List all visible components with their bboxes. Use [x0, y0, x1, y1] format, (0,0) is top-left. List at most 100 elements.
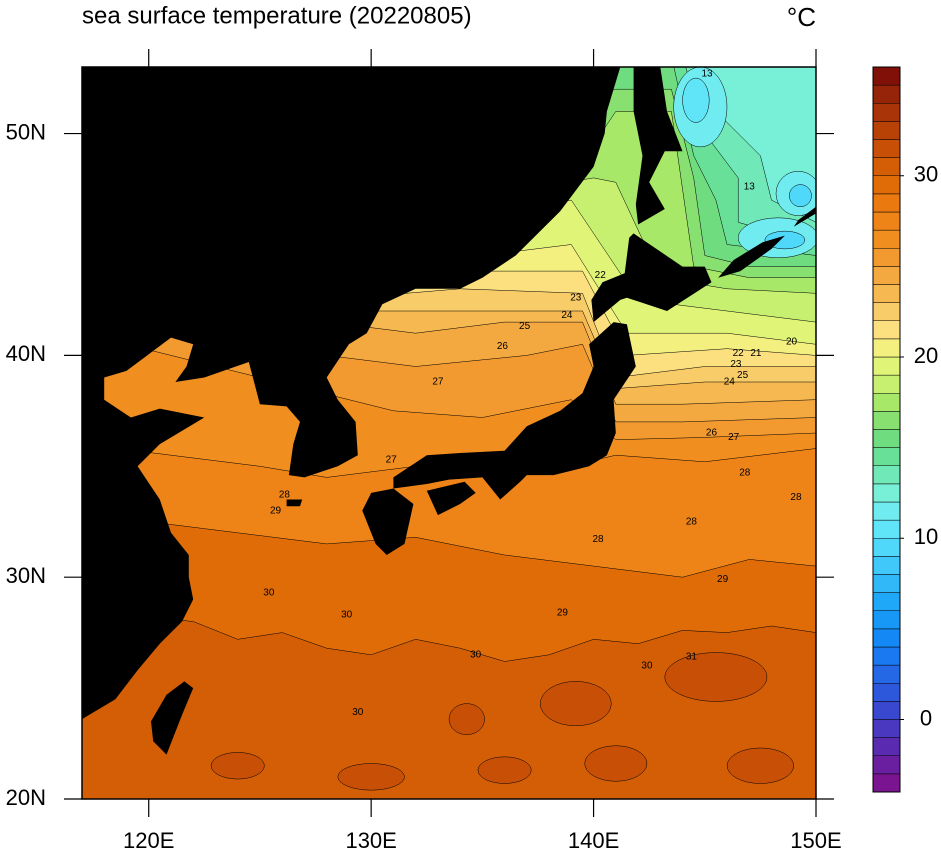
- contour-label: 29: [557, 607, 569, 618]
- color-band: [872, 465, 901, 485]
- color-band: [872, 248, 901, 267]
- contour-label: 24: [561, 310, 573, 321]
- y-tick-label: 30N: [6, 563, 46, 588]
- color-band: [872, 103, 901, 122]
- color-band: [872, 121, 901, 140]
- color-band: [872, 193, 901, 213]
- contour-label: 28: [790, 492, 802, 503]
- color-band: [872, 574, 901, 593]
- contour-label: 23: [730, 359, 742, 370]
- color-band: [872, 519, 901, 539]
- color-band: [872, 483, 901, 503]
- color-band: [872, 646, 901, 666]
- color-band: [872, 664, 901, 684]
- cold-patch: [682, 77, 710, 123]
- color-band: [872, 701, 901, 720]
- warm-patch: [540, 681, 612, 727]
- color-band: [872, 393, 901, 412]
- contour-label: 26: [497, 341, 509, 352]
- color-band: [872, 175, 901, 195]
- y-tick-label: 20N: [6, 785, 46, 810]
- color-band: [872, 211, 901, 231]
- color-band: [872, 592, 901, 611]
- color-band: [872, 683, 901, 702]
- contour-label: 23: [570, 292, 582, 303]
- color-band: [872, 84, 901, 104]
- contour-label: 30: [263, 587, 275, 598]
- land: [591, 233, 712, 323]
- color-band: [872, 356, 901, 376]
- contour-label: 25: [737, 370, 749, 381]
- color-band: [872, 556, 901, 575]
- chart-title: sea surface temperature (20220805): [82, 2, 472, 29]
- map-frame: [81, 66, 817, 800]
- x-tick-label: 140E: [568, 828, 619, 853]
- land: [82, 67, 621, 720]
- color-band: [872, 538, 901, 557]
- color-band: [872, 719, 901, 738]
- contour-label: 31: [686, 652, 698, 663]
- land: [718, 235, 785, 278]
- map: 2223242526272728292829293030303031302828…: [82, 67, 816, 799]
- contour-label: 20: [786, 337, 798, 348]
- contour-label: 30: [341, 610, 353, 621]
- contour-label: 13: [701, 68, 713, 79]
- color-band: [872, 157, 901, 176]
- color-band: [872, 302, 901, 321]
- contour-label: 27: [386, 454, 398, 465]
- color-band: [872, 266, 901, 285]
- color-band: [872, 320, 901, 340]
- color-band: [872, 610, 901, 630]
- contour-label: 22: [733, 348, 745, 359]
- warm-patch: [210, 752, 265, 780]
- y-tick-label: 50N: [6, 119, 46, 144]
- colorbar-label: 20: [914, 343, 938, 368]
- contour-label: 21: [750, 348, 762, 359]
- x-tick-label: 120E: [123, 828, 174, 853]
- land: [426, 481, 476, 516]
- contour-label: 29: [717, 574, 729, 585]
- contour-label: 29: [270, 505, 282, 516]
- contour-label: 30: [641, 661, 653, 672]
- contour-label: 28: [686, 516, 698, 527]
- color-band: [872, 338, 901, 358]
- color-band: [872, 755, 901, 775]
- contour-label: 27: [728, 432, 740, 443]
- warm-patch: [726, 747, 794, 784]
- colorbar-label: 0: [920, 705, 932, 730]
- color-band: [872, 374, 901, 394]
- color-band: [872, 66, 901, 86]
- color-band: [872, 447, 901, 466]
- contour-label: 28: [739, 468, 751, 479]
- contour-label: 24: [724, 377, 736, 388]
- land: [362, 488, 414, 555]
- color-band: [872, 284, 901, 303]
- cold-patch: [789, 184, 812, 208]
- contour-label: 22: [595, 270, 607, 281]
- land: [393, 322, 636, 500]
- color-band: [872, 429, 901, 448]
- land: [793, 206, 816, 227]
- contour-label: 13: [744, 181, 756, 192]
- x-tick-label: 130E: [345, 828, 396, 853]
- warm-patch: [664, 652, 768, 702]
- color-band: [872, 229, 901, 249]
- unit-label: °C: [787, 2, 816, 32]
- contour-label: 30: [470, 649, 482, 660]
- warm-patch: [337, 763, 405, 791]
- land: [151, 681, 194, 755]
- warm-patch: [448, 703, 485, 735]
- y-tick-label: 40N: [6, 341, 46, 366]
- contour-label: 27: [432, 377, 444, 388]
- contour-label: 25: [519, 321, 531, 332]
- color-band: [872, 737, 901, 756]
- color-band: [872, 628, 901, 648]
- color-band: [872, 501, 901, 521]
- warm-patch: [584, 745, 648, 782]
- colorbar: 0 10 20 30: [872, 66, 938, 793]
- colorbar-label: 30: [914, 162, 938, 187]
- colorbar-label: 10: [914, 524, 938, 549]
- contour-label: 28: [592, 534, 604, 545]
- color-band: [872, 773, 901, 793]
- color-band: [872, 139, 901, 158]
